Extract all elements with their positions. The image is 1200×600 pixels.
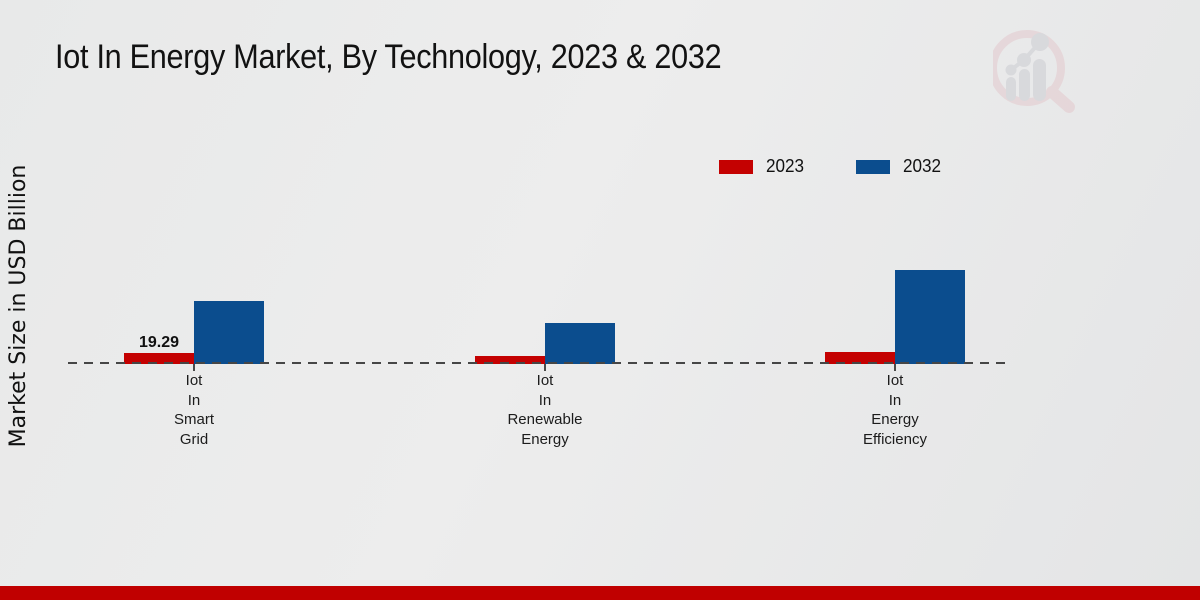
logo-bar-1: [1006, 77, 1016, 101]
logo-bar-2: [1019, 69, 1030, 101]
category-label-iot-in-energy-efficiency: Iot In Energy Efficiency: [863, 372, 927, 448]
category-label-iot-in-renewable-energy: Iot In Renewable Energy: [507, 372, 583, 448]
brand-logo-magnifier-chart-icon: [993, 30, 1075, 113]
legend-swatch-2023: [719, 159, 753, 174]
logo-dot-2: [1017, 53, 1031, 67]
bar-2023-iot-in-smart-grid: [124, 353, 194, 364]
logo-bar-3: [1033, 59, 1046, 101]
logo-handle: [1046, 86, 1075, 113]
legend-item-2032: 2032: [856, 156, 943, 177]
logo-ring: [993, 30, 1065, 106]
legend-item-2023: 2023: [719, 156, 806, 177]
x-axis-tick-iot-in-energy-efficiency: [894, 364, 896, 371]
chart-title: Iot In Energy Market, By Technology, 202…: [55, 38, 722, 76]
footer-red-bar: [0, 586, 1200, 600]
x-axis-tick-iot-in-smart-grid: [193, 364, 195, 371]
bar-value-label: 19.29: [138, 334, 180, 352]
logo-dot-1: [1005, 64, 1017, 76]
category-label-iot-in-smart-grid: Iot In Smart Grid: [173, 372, 214, 448]
bar-2032-iot-in-energy-efficiency: [895, 269, 965, 364]
x-axis-line: [68, 362, 1007, 364]
bar-2023-iot-in-renewable-energy: [475, 356, 545, 364]
legend-label-2032: 2032: [903, 156, 942, 176]
bar-2023-iot-in-energy-efficiency: [825, 351, 895, 364]
logo-dot-3: [1031, 33, 1049, 51]
legend: 2023 2032: [719, 156, 943, 177]
x-axis-tick-iot-in-renewable-energy: [544, 364, 546, 371]
legend-swatch-2032: [856, 159, 891, 174]
bar-2032-iot-in-renewable-energy: [545, 322, 615, 364]
legend-label-2023: 2023: [766, 156, 805, 176]
bar-2032-iot-in-smart-grid: [194, 301, 264, 364]
